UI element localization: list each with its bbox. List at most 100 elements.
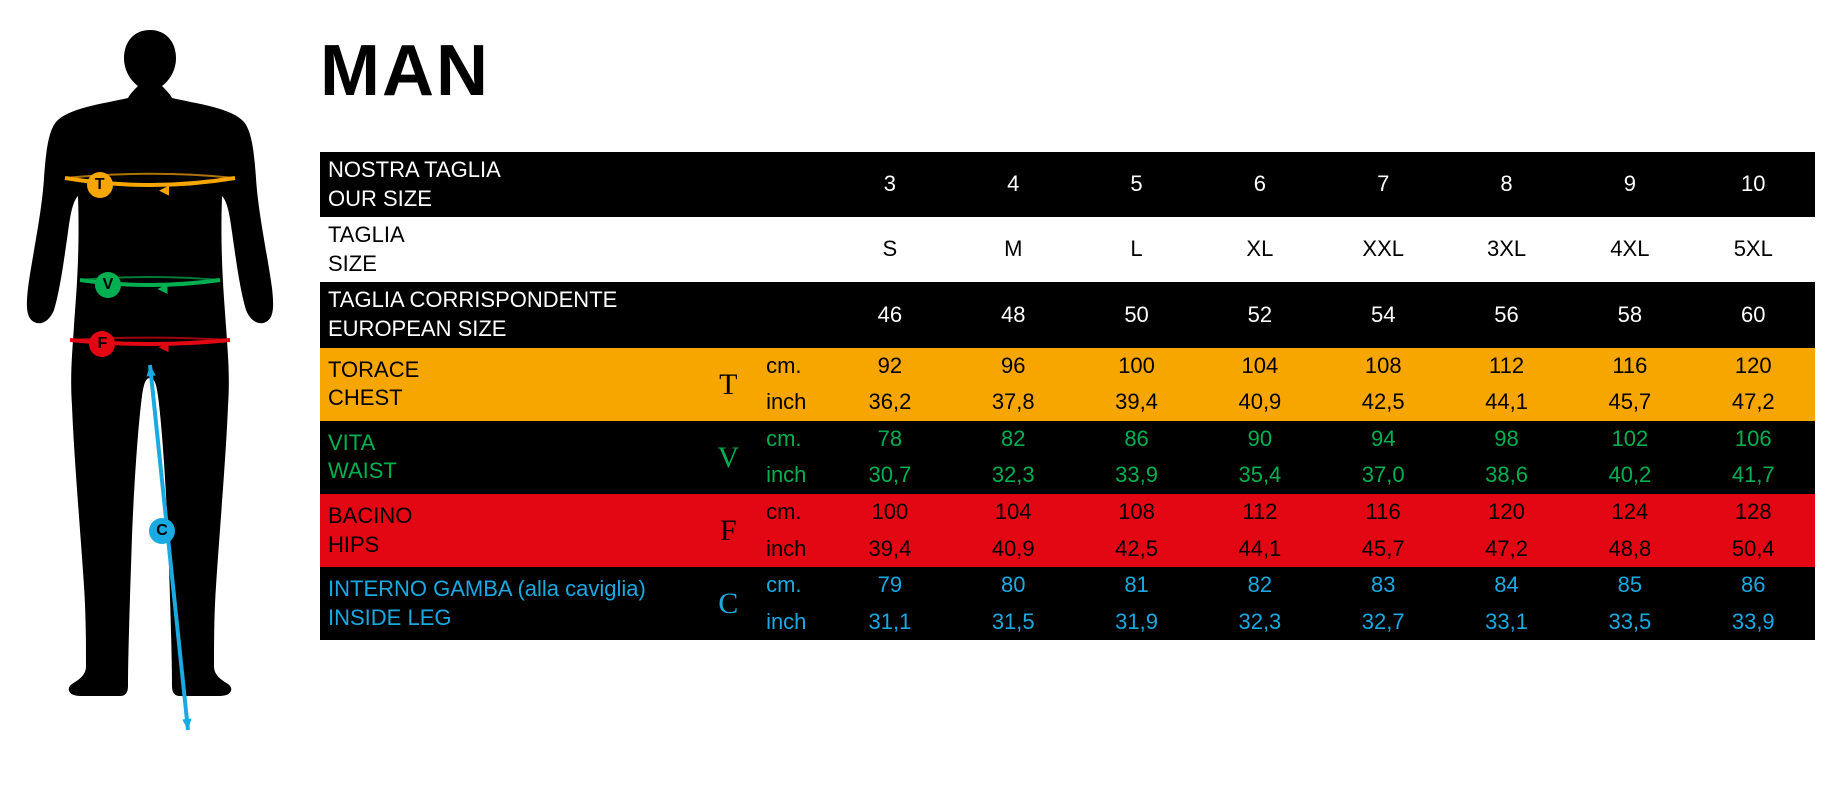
- cell-waist-1-4: 37,0: [1322, 457, 1445, 494]
- cell-chest-1-7: 47,2: [1692, 384, 1815, 421]
- cell-waist-0-0: 78: [828, 421, 951, 458]
- cell-eu_size-0-5: 56: [1445, 282, 1568, 347]
- cell-waist-0-5: 98: [1445, 421, 1568, 458]
- cell-eu_size-0-0: 46: [828, 282, 951, 347]
- cell-waist-0-4: 94: [1322, 421, 1445, 458]
- cell-leg-1-7: 33,9: [1692, 604, 1815, 641]
- cell-waist-1-5: 38,6: [1445, 457, 1568, 494]
- cell-leg-0-4: 83: [1322, 567, 1445, 604]
- cell-hips-1-2: 42,5: [1075, 531, 1198, 568]
- cell-chest-1-4: 42,5: [1322, 384, 1445, 421]
- cell-leg-1-0: 31,1: [828, 604, 951, 641]
- cell-waist-0-7: 106: [1692, 421, 1815, 458]
- cell-leg-1-1: 31,5: [952, 604, 1075, 641]
- cell-chest-0-7: 120: [1692, 348, 1815, 385]
- cell-chest-1-3: 40,9: [1198, 384, 1321, 421]
- cell-our_size-0-2: 5: [1075, 152, 1198, 217]
- cell-eu_size-0-3: 52: [1198, 282, 1321, 347]
- row-eu_size: TAGLIA CORRISPONDENTEEUROPEAN SIZE 464850…: [320, 282, 1815, 347]
- cell-waist-1-3: 35,4: [1198, 457, 1321, 494]
- row-chest-cm: TORACECHESTTcm.9296100104108112116120: [320, 348, 1815, 385]
- cell-eu_size-0-2: 50: [1075, 282, 1198, 347]
- cell-size-0-3: XL: [1198, 217, 1321, 282]
- unit-chest-1: inch: [758, 384, 828, 421]
- cell-chest-1-6: 45,7: [1568, 384, 1691, 421]
- cell-size-0-5: 3XL: [1445, 217, 1568, 282]
- cell-chest-0-6: 116: [1568, 348, 1691, 385]
- cell-waist-1-1: 32,3: [952, 457, 1075, 494]
- letter-leg: C: [699, 567, 759, 640]
- cell-leg-1-5: 33,1: [1445, 604, 1568, 641]
- cell-waist-0-2: 86: [1075, 421, 1198, 458]
- row-hips-cm: BACINOHIPSFcm.100104108112116120124128: [320, 494, 1815, 531]
- badge-C: C: [149, 518, 175, 544]
- label-hips: BACINOHIPS: [320, 494, 699, 567]
- row-size: TAGLIASIZESMLXLXXL3XL4XL5XL: [320, 217, 1815, 282]
- cell-chest-0-1: 96: [952, 348, 1075, 385]
- row-our_size: NOSTRA TAGLIAOUR SIZE345678910: [320, 152, 1815, 217]
- cell-waist-0-3: 90: [1198, 421, 1321, 458]
- cell-leg-1-6: 33,5: [1568, 604, 1691, 641]
- cell-leg-0-0: 79: [828, 567, 951, 604]
- cell-our_size-0-4: 7: [1322, 152, 1445, 217]
- letter-our_size: [699, 152, 759, 217]
- cell-leg-1-3: 32,3: [1198, 604, 1321, 641]
- cell-chest-0-0: 92: [828, 348, 951, 385]
- label-our_size: NOSTRA TAGLIAOUR SIZE: [320, 152, 699, 217]
- cell-eu_size-0-1: 48: [952, 282, 1075, 347]
- label-eu_size: TAGLIA CORRISPONDENTEEUROPEAN SIZE: [320, 282, 699, 347]
- cell-hips-1-1: 40,9: [952, 531, 1075, 568]
- cell-size-0-4: XXL: [1322, 217, 1445, 282]
- cell-waist-0-1: 82: [952, 421, 1075, 458]
- cell-leg-0-5: 84: [1445, 567, 1568, 604]
- row-waist-cm: VITAWAISTVcm.788286909498102106: [320, 421, 1815, 458]
- cell-hips-1-4: 45,7: [1322, 531, 1445, 568]
- cell-hips-1-5: 47,2: [1445, 531, 1568, 568]
- letter-chest: T: [699, 348, 759, 421]
- cell-chest-0-3: 104: [1198, 348, 1321, 385]
- unit-chest-0: cm.: [758, 348, 828, 385]
- cell-hips-0-0: 100: [828, 494, 951, 531]
- unit-waist-0: cm.: [758, 421, 828, 458]
- row-leg-cm: INTERNO GAMBA (alla caviglia)INSIDE LEGC…: [320, 567, 1815, 604]
- cell-hips-0-4: 116: [1322, 494, 1445, 531]
- unit-hips-0: cm.: [758, 494, 828, 531]
- cell-waist-1-7: 41,7: [1692, 457, 1815, 494]
- cell-leg-0-2: 81: [1075, 567, 1198, 604]
- size-chart-table: NOSTRA TAGLIAOUR SIZE345678910TAGLIASIZE…: [320, 152, 1815, 640]
- cell-our_size-0-6: 9: [1568, 152, 1691, 217]
- label-leg: INTERNO GAMBA (alla caviglia)INSIDE LEG: [320, 567, 699, 640]
- cell-hips-0-5: 120: [1445, 494, 1568, 531]
- cell-hips-0-1: 104: [952, 494, 1075, 531]
- cell-leg-1-4: 32,7: [1322, 604, 1445, 641]
- cell-leg-0-3: 82: [1198, 567, 1321, 604]
- cell-hips-0-6: 124: [1568, 494, 1691, 531]
- letter-waist: V: [699, 421, 759, 494]
- cell-eu_size-0-4: 54: [1322, 282, 1445, 347]
- cell-hips-1-3: 44,1: [1198, 531, 1321, 568]
- cell-waist-1-2: 33,9: [1075, 457, 1198, 494]
- unit-eu_size-0: [758, 282, 828, 347]
- cell-our_size-0-3: 6: [1198, 152, 1321, 217]
- cell-size-0-7: 5XL: [1692, 217, 1815, 282]
- cell-size-0-0: S: [828, 217, 951, 282]
- label-chest: TORACECHEST: [320, 348, 699, 421]
- cell-our_size-0-1: 4: [952, 152, 1075, 217]
- unit-our_size-0: [758, 152, 828, 217]
- cell-chest-1-0: 36,2: [828, 384, 951, 421]
- unit-hips-1: inch: [758, 531, 828, 568]
- page-title: MAN: [320, 30, 1815, 112]
- cell-chest-1-2: 39,4: [1075, 384, 1198, 421]
- cell-our_size-0-0: 3: [828, 152, 951, 217]
- letter-size: [699, 217, 759, 282]
- measure-line-C: [20, 30, 280, 770]
- cell-chest-1-5: 44,1: [1445, 384, 1568, 421]
- cell-eu_size-0-7: 60: [1692, 282, 1815, 347]
- unit-leg-0: cm.: [758, 567, 828, 604]
- cell-our_size-0-7: 10: [1692, 152, 1815, 217]
- label-size: TAGLIASIZE: [320, 217, 699, 282]
- unit-leg-1: inch: [758, 604, 828, 641]
- label-waist: VITAWAIST: [320, 421, 699, 494]
- cell-leg-0-1: 80: [952, 567, 1075, 604]
- cell-leg-0-6: 85: [1568, 567, 1691, 604]
